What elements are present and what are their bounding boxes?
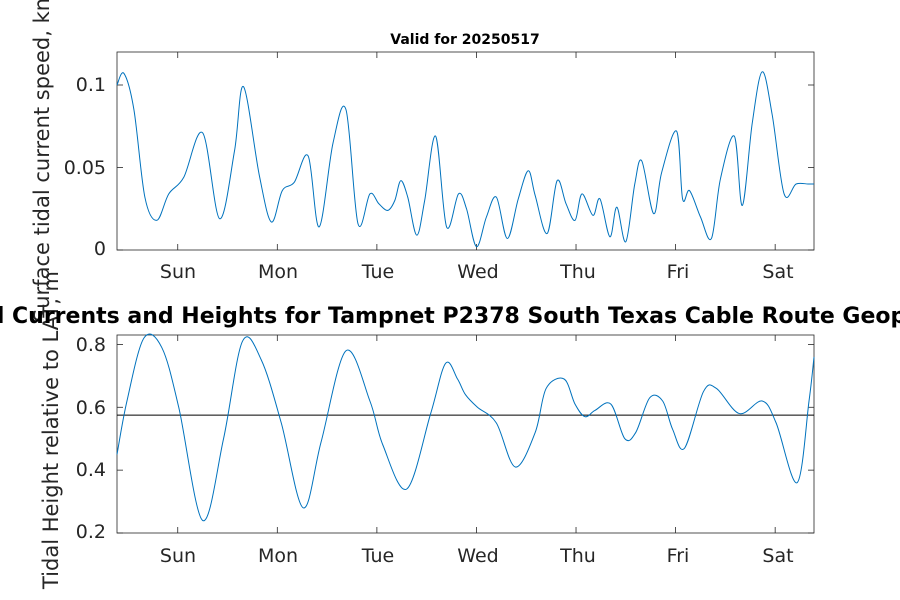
xtick-label: Sat	[762, 545, 793, 567]
ytick-label: 0.05	[64, 157, 106, 179]
xtick-label: Fri	[667, 545, 690, 567]
xtick-label: Wed	[457, 545, 498, 567]
xtick-label: Tue	[361, 545, 394, 567]
xtick-label: Sun	[160, 261, 196, 283]
tidal-height-xtick-labels: Sun Mon Tue Wed Thu Fri Sat	[160, 545, 794, 567]
xtick-label: Wed	[457, 261, 498, 283]
xtick-label: Thu	[559, 545, 596, 567]
current-speed-title: Valid for 20250517	[390, 32, 539, 48]
tidal-height-tick-marks	[117, 335, 814, 534]
xtick-label: Sun	[160, 545, 196, 567]
tidal-height-series-line	[116, 333, 815, 521]
current-speed-series-line	[116, 71, 814, 248]
ytick-label: 0.2	[76, 521, 106, 543]
xtick-label: Tue	[361, 261, 394, 283]
current-speed-tick-marks	[117, 52, 814, 251]
xtick-label: Mon	[258, 261, 298, 283]
current-speed-plot-area	[116, 51, 815, 251]
current-speed-ytick-labels: 0 0.05 0.1	[64, 74, 106, 260]
xtick-label: Fri	[667, 261, 690, 283]
figure-title: Tidal Currents and Heights for Tampnet P…	[0, 304, 900, 329]
xtick-label: Sat	[762, 261, 793, 283]
ytick-label: 0.4	[76, 459, 106, 481]
ytick-label: 0.8	[76, 334, 106, 356]
tidal-height-ytick-labels: 0.2 0.4 0.6 0.8	[76, 334, 106, 543]
current-speed-chart: 0 0.05 0.1 Sun Mon Tue Wed Thu Fri Sat V…	[30, 0, 815, 322]
ytick-label: 0	[94, 238, 106, 260]
ytick-label: 0.6	[76, 397, 106, 419]
current-speed-xtick-labels: Sun Mon Tue Wed Thu Fri Sat	[160, 261, 794, 283]
tidal-height-plot-area	[116, 334, 815, 534]
current-speed-ylabel: Surface tidal current speed, kn	[30, 0, 54, 322]
ytick-label: 0.1	[76, 74, 106, 96]
tidal-height-ylabel: Tidal Height relative to LAT, m	[39, 271, 63, 590]
xtick-label: Thu	[559, 261, 596, 283]
tidal-height-chart: 0.2 0.4 0.6 0.8 Sun Mon Tue Wed Thu Fri …	[39, 271, 815, 590]
xtick-label: Mon	[258, 545, 298, 567]
